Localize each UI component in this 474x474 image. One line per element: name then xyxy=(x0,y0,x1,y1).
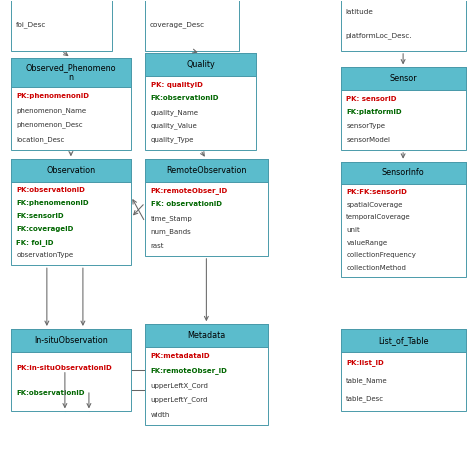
Text: SensorInfo: SensorInfo xyxy=(382,168,425,177)
Bar xyxy=(145,324,268,347)
Text: sensorType: sensorType xyxy=(346,123,385,129)
Bar xyxy=(145,159,268,256)
Bar xyxy=(11,159,131,182)
Text: PK:FK:sensorID: PK:FK:sensorID xyxy=(346,190,407,195)
Text: quality_Type: quality_Type xyxy=(151,136,194,143)
Bar xyxy=(341,329,465,411)
Text: RemoteObservation: RemoteObservation xyxy=(166,166,246,175)
Bar xyxy=(341,162,465,184)
Text: phenomenon_Name: phenomenon_Name xyxy=(17,107,87,114)
Text: rast: rast xyxy=(151,243,164,248)
Text: collectionFrequency: collectionFrequency xyxy=(346,252,416,258)
Text: PK: qualityID: PK: qualityID xyxy=(151,82,203,88)
Bar xyxy=(11,329,131,352)
Text: FK:platformID: FK:platformID xyxy=(346,109,402,116)
Text: FK:remoteObser_ID: FK:remoteObser_ID xyxy=(151,367,228,374)
Text: FK: foi_ID: FK: foi_ID xyxy=(17,239,54,246)
Text: valueRange: valueRange xyxy=(346,239,387,246)
Text: PK:list_ID: PK:list_ID xyxy=(346,359,384,366)
Text: spatialCoverage: spatialCoverage xyxy=(346,202,403,208)
Bar xyxy=(11,58,131,87)
Text: FK:phenomenonID: FK:phenomenonID xyxy=(17,201,89,206)
Bar xyxy=(341,67,465,90)
Text: Observation: Observation xyxy=(46,166,95,175)
Text: quality_Value: quality_Value xyxy=(151,122,198,129)
Text: PK:metadataID: PK:metadataID xyxy=(151,353,210,359)
Text: collectionMethod: collectionMethod xyxy=(346,264,406,271)
Text: coverage_Desc: coverage_Desc xyxy=(150,21,205,28)
Text: FK:coverageID: FK:coverageID xyxy=(17,227,74,232)
Bar xyxy=(341,329,465,352)
Text: temporalCoverage: temporalCoverage xyxy=(346,214,411,220)
Text: latitude: latitude xyxy=(346,9,373,15)
Text: upperLeftY_Cord: upperLeftY_Cord xyxy=(151,397,208,403)
Text: upperLeftX_Cord: upperLeftX_Cord xyxy=(151,382,209,389)
Text: platformLoc_Desc.: platformLoc_Desc. xyxy=(346,33,412,39)
Text: PK:phenomenonID: PK:phenomenonID xyxy=(17,93,90,100)
Bar xyxy=(145,53,256,150)
Bar xyxy=(11,159,131,265)
Text: In-situObservation: In-situObservation xyxy=(34,336,108,345)
Text: PK:remoteObser_ID: PK:remoteObser_ID xyxy=(151,187,228,194)
Text: phenomenon_Desc: phenomenon_Desc xyxy=(17,121,83,128)
Text: observationType: observationType xyxy=(17,253,73,258)
Bar xyxy=(341,162,465,277)
Bar xyxy=(145,324,268,426)
Text: FK: observationID: FK: observationID xyxy=(151,201,222,208)
Bar xyxy=(341,0,465,51)
Text: FK:observationID: FK:observationID xyxy=(151,95,219,101)
Bar xyxy=(145,53,256,76)
Bar xyxy=(145,159,268,182)
Text: FK:observationID: FK:observationID xyxy=(17,390,85,396)
Text: List_of_Table: List_of_Table xyxy=(378,336,428,345)
Bar xyxy=(11,329,131,411)
Text: location_Desc: location_Desc xyxy=(17,136,65,143)
Text: Observed_Phenomeno
n: Observed_Phenomeno n xyxy=(26,63,116,82)
Text: width: width xyxy=(151,411,170,418)
Text: PK:observationID: PK:observationID xyxy=(17,187,85,193)
Text: Metadata: Metadata xyxy=(187,331,226,340)
Text: table_Name: table_Name xyxy=(346,377,388,384)
Bar xyxy=(11,58,131,150)
Text: foi_Desc: foi_Desc xyxy=(16,21,46,28)
Bar xyxy=(145,0,239,51)
Text: FK:sensorID: FK:sensorID xyxy=(17,213,64,219)
Text: time_Stamp: time_Stamp xyxy=(151,215,192,221)
Text: PK: sensorID: PK: sensorID xyxy=(346,96,397,102)
Text: unit: unit xyxy=(346,227,360,233)
Text: Quality: Quality xyxy=(186,60,215,69)
Text: Sensor: Sensor xyxy=(389,74,417,83)
Bar xyxy=(11,0,112,51)
Text: table_Desc: table_Desc xyxy=(346,395,384,401)
Text: quality_Name: quality_Name xyxy=(151,109,199,116)
Text: sensorModel: sensorModel xyxy=(346,137,390,143)
Bar xyxy=(341,67,465,150)
Text: num_Bands: num_Bands xyxy=(151,228,191,235)
Text: PK:in-situObservationID: PK:in-situObservationID xyxy=(17,365,112,371)
